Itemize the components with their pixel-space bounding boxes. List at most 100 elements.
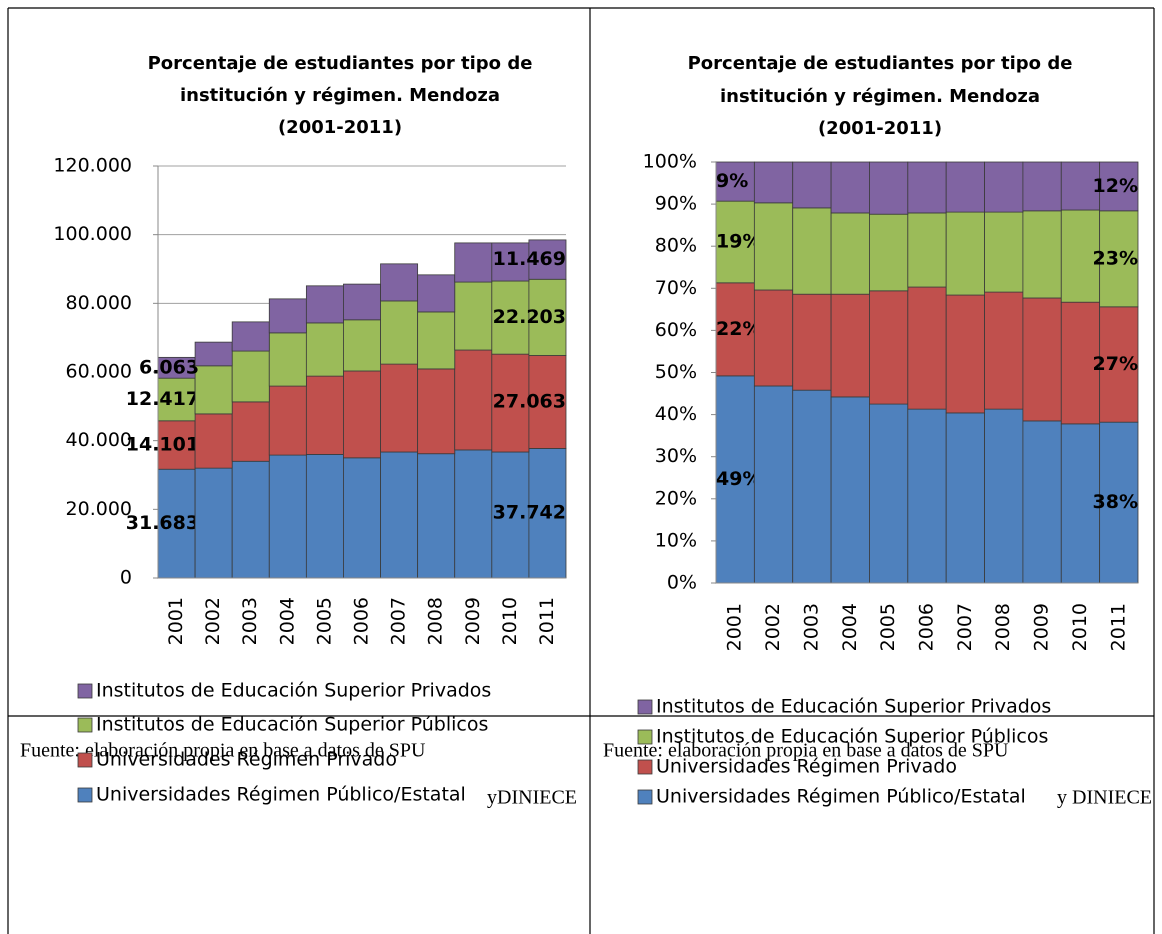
chart-title: institución y régimen. Mendoza (720, 86, 1040, 107)
legend-label: Universidades Régimen Público/Estatal (96, 784, 466, 806)
legend-label: Institutos de Educación Superior Privado… (656, 696, 1051, 718)
x-tick-label: 2007 (954, 603, 976, 651)
x-tick-label: 2007 (388, 597, 410, 645)
y-tick-label: 10% (655, 529, 697, 551)
bar-segment (907, 408, 947, 584)
bar-segment (753, 202, 794, 291)
y-tick-label: 80% (655, 235, 697, 257)
bar-segment (454, 242, 493, 283)
y-tick-label: 80.000 (66, 292, 132, 314)
bar-segment (869, 290, 909, 405)
data-label: 49% (716, 468, 761, 490)
bar-segment (945, 211, 985, 296)
bar-segment (194, 413, 233, 469)
data-label: 22.203 (493, 306, 566, 328)
y-tick-label: 100% (643, 151, 697, 173)
bar-segment (528, 355, 567, 449)
footnote: yDINIECE (487, 787, 577, 809)
y-tick-label: 50% (655, 361, 697, 383)
bar-segment (528, 448, 567, 579)
legend-label: Institutos de Educación Superior Público… (96, 714, 488, 736)
y-tick-label: 20.000 (66, 498, 132, 520)
x-tick-label: 2009 (462, 597, 484, 645)
bar-segment (305, 285, 344, 324)
bar-segment (907, 286, 947, 410)
bar-segment (268, 298, 307, 334)
legend-swatch (77, 787, 93, 803)
legend-swatch (637, 699, 653, 715)
data-label: 22% (716, 318, 761, 340)
bar-segment (945, 412, 985, 584)
y-tick-label: 40.000 (66, 429, 132, 451)
data-label: 6.063 (139, 356, 199, 378)
bar-segment (792, 207, 832, 295)
legend-label: Universidades Régimen Público/Estatal (656, 786, 1026, 808)
bar-segment (984, 291, 1024, 410)
table-borders (7, 7, 1155, 934)
bar-segment (715, 375, 755, 584)
legend-swatch (77, 752, 93, 768)
y-tick-label: 120.000 (53, 155, 132, 177)
data-label: 27% (1093, 353, 1138, 375)
x-tick-label: 2010 (499, 597, 521, 645)
x-tick-label: 2011 (536, 597, 558, 645)
bar-segment (268, 454, 307, 579)
y-tick-label: 20% (655, 487, 697, 509)
bar-segment (231, 401, 270, 462)
chart-title: Porcentaje de estudiantes por tipo de (148, 53, 533, 74)
bar-segment (380, 451, 419, 579)
bar-segment (1060, 301, 1101, 425)
bar-segment (945, 294, 985, 414)
legend-label: Institutos de Educación Superior Público… (656, 726, 1048, 748)
x-tick-label: 2001 (724, 603, 746, 651)
bar-segment (305, 375, 344, 455)
bar-segment (753, 161, 794, 204)
bar-segment (1022, 161, 1062, 212)
data-label: 9% (716, 170, 748, 192)
bar-segment (830, 212, 870, 295)
bar-segment (1099, 421, 1139, 584)
legend-swatch (77, 683, 93, 699)
bar-segment (792, 293, 832, 391)
x-tick-label: 2003 (800, 603, 822, 651)
bar-segment (380, 263, 419, 302)
bar-segment (753, 289, 794, 387)
y-tick-label: 30% (655, 445, 697, 467)
bar-segment (830, 396, 870, 584)
bar-segment (869, 403, 909, 584)
bar-segment (1099, 161, 1139, 212)
chart-title: (2001-2011) (818, 118, 942, 139)
chart-title: Porcentaje de estudiantes por tipo de (688, 53, 1073, 74)
x-tick-label: 2005 (877, 603, 899, 651)
data-label: 11.469 (493, 248, 566, 270)
bar-segment (715, 161, 755, 202)
legend-label: Universidades Régimen Privado (656, 756, 957, 778)
bar-segment (1099, 210, 1139, 308)
bar-segment (1022, 210, 1062, 299)
bar-segment (753, 385, 794, 584)
x-tick-label: 2008 (425, 597, 447, 645)
data-label: 12.417 (126, 388, 199, 410)
y-tick-label: 60.000 (66, 361, 132, 383)
legend-swatch (637, 759, 653, 775)
bar-segment (231, 460, 270, 579)
bar-segment (945, 161, 985, 213)
bar-segment (194, 365, 233, 415)
bar-segment (792, 389, 832, 584)
x-tick-label: 2002 (762, 603, 784, 651)
data-label: 31.683 (126, 512, 199, 534)
data-label: 12% (1093, 175, 1138, 197)
bar-segment (417, 311, 456, 370)
data-label: 14.101 (126, 434, 199, 456)
data-label: 23% (1093, 247, 1138, 269)
legend-label: Institutos de Educación Superior Privado… (96, 680, 491, 702)
bar-segment (984, 211, 1024, 293)
x-tick-label: 2006 (351, 597, 373, 645)
y-tick-label: 0 (120, 567, 132, 589)
x-tick-label: 2010 (1069, 603, 1091, 651)
bar-segment (305, 322, 344, 377)
data-label: 38% (1093, 491, 1138, 513)
bar-segment (194, 341, 233, 367)
bar-segment (268, 332, 307, 387)
